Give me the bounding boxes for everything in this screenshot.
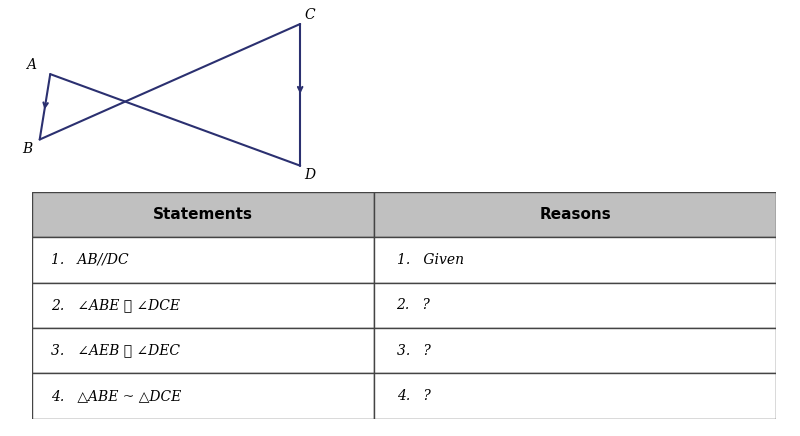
Text: A: A <box>26 58 36 72</box>
Text: Given:: Given: <box>32 231 86 245</box>
Text: 3.   ?: 3. ? <box>397 344 430 358</box>
Text: 1.   Given: 1. Given <box>397 253 463 267</box>
Text: 3.   ∠AEB ≅ ∠DEC: 3. ∠AEB ≅ ∠DEC <box>50 344 180 358</box>
Bar <box>374 328 776 373</box>
Bar <box>32 328 374 373</box>
Text: 1.   AB//DC: 1. AB//DC <box>50 253 128 267</box>
Text: D: D <box>304 168 315 182</box>
Bar <box>374 237 776 283</box>
Text: $\mathit{AB}//\mathit{DC}$: $\mathit{AB}//\mathit{DC}$ <box>74 231 126 246</box>
Text: $\mathit{\Delta ABE}$ ~ $\mathit{\Delta DCE}$: $\mathit{\Delta ABE}$ ~ $\mathit{\Delta … <box>74 264 172 278</box>
Bar <box>374 373 776 419</box>
Text: B: B <box>22 142 33 156</box>
Text: Reasons: Reasons <box>539 207 611 222</box>
Bar <box>374 283 776 328</box>
Text: 2.   ?: 2. ? <box>397 298 430 312</box>
Text: 4.   △ABE ~ △DCE: 4. △ABE ~ △DCE <box>50 389 181 403</box>
Text: Prove:: Prove: <box>32 264 84 278</box>
Bar <box>32 192 374 237</box>
Text: C: C <box>304 8 315 22</box>
Text: 2.   ∠ABE ≅ ∠DCE: 2. ∠ABE ≅ ∠DCE <box>50 298 180 312</box>
Bar <box>32 283 374 328</box>
Bar <box>32 373 374 419</box>
Text: Statements: Statements <box>153 207 253 222</box>
Text: 4.   ?: 4. ? <box>397 389 430 403</box>
Bar <box>32 237 374 283</box>
Bar <box>374 192 776 237</box>
